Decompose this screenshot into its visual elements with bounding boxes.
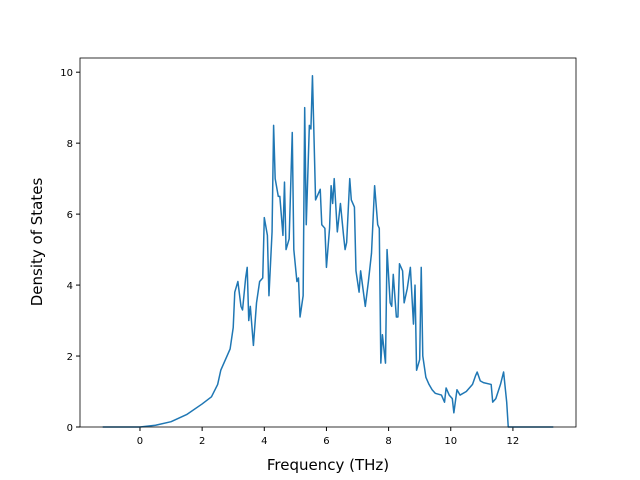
x-axis-label: Frequency (THz) [267, 456, 389, 474]
x-tick-label: 6 [323, 436, 329, 447]
x-tick-label: 4 [261, 436, 267, 447]
plot-frame [79, 57, 577, 428]
y-tick-label: 0 [67, 423, 73, 434]
line [102, 74, 554, 428]
y-tick-label: 8 [67, 139, 73, 150]
y-tick-label: 6 [67, 210, 73, 221]
x-tick-label: 2 [199, 436, 205, 447]
y-tick-label: 2 [67, 352, 73, 363]
x-tick-label: 12 [507, 436, 520, 447]
x-tick-label: 0 [137, 436, 143, 447]
x-tick-label: 10 [444, 436, 457, 447]
y-tick-label: 10 [60, 68, 73, 79]
y-tick-label: 4 [67, 281, 73, 292]
y-axis-label: Density of States [28, 178, 46, 307]
x-tick-label: 8 [385, 436, 391, 447]
